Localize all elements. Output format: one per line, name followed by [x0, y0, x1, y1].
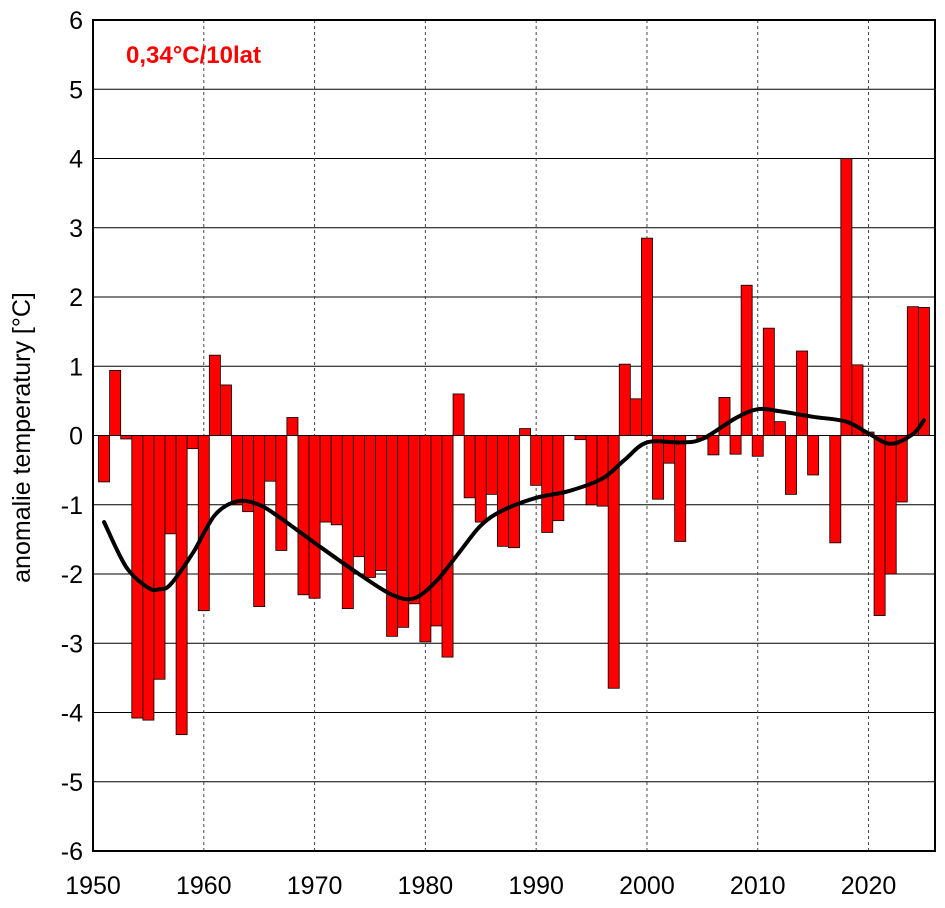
trend-line-group — [102, 406, 926, 602]
bar-1962 — [220, 384, 232, 436]
bar-2001 — [652, 435, 664, 500]
y-tick-label: 2 — [69, 284, 83, 312]
bar-1987 — [496, 435, 509, 547]
bar-2018 — [840, 158, 853, 436]
trend-line — [102, 406, 926, 602]
bar-2012 — [773, 421, 786, 436]
anomaly-bars — [98, 158, 930, 736]
bar-2011 — [762, 327, 775, 436]
trend-rate-annotation: 0,34°C/10lat — [126, 42, 261, 69]
bar-1953 — [120, 435, 133, 440]
bar-1989 — [519, 428, 532, 436]
bar-2006 — [707, 435, 720, 456]
bar-1991 — [541, 435, 554, 533]
bar-1998 — [618, 363, 631, 436]
bar-1996 — [596, 435, 609, 507]
y-tick-label: -2 — [61, 561, 83, 589]
bar-1981 — [430, 435, 443, 627]
bar-1965 — [253, 435, 266, 607]
x-tick-label: 1980 — [398, 872, 454, 900]
y-tick-labels: 6 5 4 3 2 1 0 -1 -2 -3 -4 -5 -6 — [61, 7, 83, 866]
bar-1955 — [142, 435, 155, 721]
bar-1968 — [286, 417, 299, 436]
bar-2014 — [796, 350, 808, 436]
y-axis-title: anomalie temperatury [°C] — [8, 292, 36, 583]
bar-1986 — [485, 435, 498, 495]
bar-2008 — [729, 435, 742, 455]
bar-1983 — [452, 393, 465, 436]
x-tick-label: 2020 — [841, 872, 897, 900]
bar-1974 — [352, 435, 365, 558]
bar-1988 — [508, 435, 520, 549]
bar-1972 — [330, 435, 343, 526]
bar-1999 — [629, 398, 642, 436]
bar-1958 — [175, 435, 188, 736]
bar-1967 — [275, 435, 288, 551]
bar-1973 — [341, 435, 354, 610]
bar-2021 — [873, 435, 886, 616]
bar-2007 — [718, 397, 731, 436]
y-tick-label: 1 — [69, 353, 83, 381]
x-tick-label: 1950 — [65, 872, 121, 900]
bar-1997 — [607, 435, 620, 689]
plot-frame — [92, 19, 936, 852]
bar-2015 — [807, 435, 820, 476]
y-tick-label: -1 — [61, 492, 83, 520]
bar-2019 — [851, 364, 864, 436]
x-tick-label: 1960 — [176, 872, 232, 900]
y-tick-label: 4 — [69, 146, 83, 174]
x-tick-label: 2000 — [619, 872, 675, 900]
bar-1995 — [585, 435, 598, 506]
y-tick-label: 5 — [69, 76, 83, 104]
bar-2022 — [884, 435, 897, 575]
bar-1994 — [574, 435, 587, 441]
bar-1951 — [98, 435, 111, 483]
y-tick-label: 0 — [69, 423, 83, 451]
x-tick-labels: 1950 1960 1970 1980 1990 2000 2010 2020 — [65, 872, 896, 900]
bar-1979 — [408, 435, 421, 605]
x-tick-label: 1970 — [287, 872, 343, 900]
bar-2009 — [740, 284, 753, 436]
bar-1976 — [375, 435, 387, 571]
bar-2013 — [785, 435, 797, 495]
bar-1985 — [474, 435, 487, 523]
bar-1959 — [186, 435, 199, 450]
bar-1984 — [463, 435, 476, 499]
bar-1961 — [208, 354, 221, 436]
bar-1966 — [264, 435, 277, 482]
bar-2002 — [663, 435, 676, 464]
y-tick-label: 6 — [69, 7, 83, 35]
bar-1975 — [364, 435, 376, 578]
bar-2000 — [641, 237, 653, 436]
y-tick-label: 3 — [69, 215, 83, 243]
bar-1992 — [552, 435, 565, 522]
bar-2017 — [829, 435, 842, 544]
bar-1982 — [441, 435, 454, 658]
bar-1990 — [530, 435, 543, 486]
bar-1977 — [386, 435, 399, 637]
bar-1970 — [308, 435, 321, 599]
bar-1980 — [419, 435, 432, 643]
bar-1971 — [319, 435, 332, 523]
bar-2025 — [917, 306, 930, 436]
y-tick-label: -4 — [61, 700, 83, 728]
bar-2003 — [674, 435, 687, 542]
bar-2024 — [906, 306, 919, 436]
bar-1957 — [164, 435, 177, 535]
bar-1952 — [109, 370, 122, 436]
bar-2023 — [895, 435, 908, 503]
bar-1956 — [153, 435, 166, 680]
bar-1963 — [231, 435, 243, 506]
bar-2010 — [751, 435, 764, 457]
y-tick-label: -6 — [61, 838, 83, 866]
x-tick-label: 2010 — [730, 872, 786, 900]
x-tick-label: 1990 — [508, 872, 564, 900]
y-tick-label: -5 — [61, 769, 83, 797]
y-tick-label: -3 — [61, 630, 83, 658]
bar-1969 — [297, 435, 310, 596]
